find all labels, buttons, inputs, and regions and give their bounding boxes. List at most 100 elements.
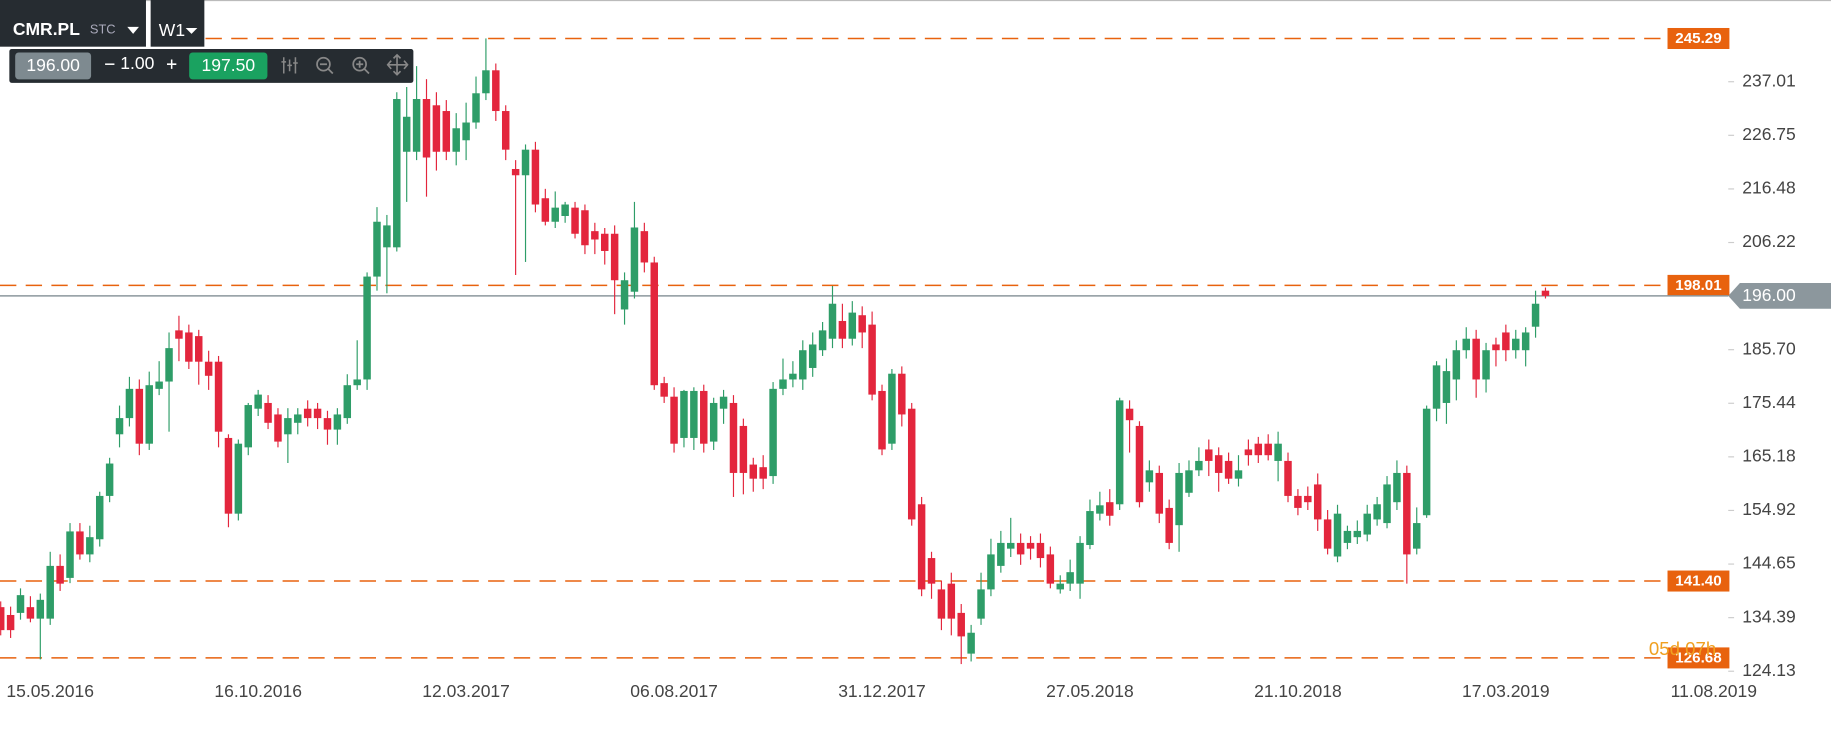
candle-body: [719, 396, 728, 409]
y-tick-label: 206.22: [1742, 231, 1796, 251]
candle-body: [828, 303, 837, 339]
candle-body: [1422, 408, 1431, 516]
candle-body: [452, 128, 460, 152]
symbol: CMR.PL: [13, 19, 80, 39]
candle-body: [878, 390, 886, 450]
candle-body: [1076, 542, 1084, 584]
candle-body: [1333, 513, 1342, 557]
chart-type-icon[interactable]: [281, 57, 298, 74]
level-label-box: [1667, 27, 1730, 49]
candle-body: [670, 396, 678, 444]
zoom-out-icon[interactable]: [316, 56, 331, 72]
candle-body: [1412, 523, 1421, 549]
candle-body: [561, 204, 569, 216]
candle-body: [709, 402, 718, 442]
candle-body: [393, 99, 401, 248]
candle-body: [165, 348, 173, 382]
candle-body: [1313, 484, 1322, 520]
x-tick-label: 27.05.2018: [1046, 681, 1134, 701]
candle-body: [640, 231, 649, 263]
level-label: 198.01: [1675, 277, 1721, 294]
candle-body: [195, 336, 203, 362]
candle-body: [591, 231, 599, 240]
candle-body: [125, 388, 134, 419]
candle-body: [1492, 344, 1500, 351]
candle-body: [294, 414, 302, 423]
level-label-box: [1667, 647, 1730, 669]
candle-body: [1373, 504, 1381, 520]
candle-body: [729, 402, 738, 473]
candle-body: [343, 385, 352, 419]
candle-body: [1541, 290, 1550, 296]
candle-body: [1115, 400, 1124, 505]
level-label: 126.68: [1675, 649, 1721, 666]
sell-button[interactable]: [15, 52, 92, 80]
candle-body: [1214, 455, 1223, 473]
candle-body: [937, 589, 946, 619]
candle-body: [155, 381, 163, 389]
candle-body: [1512, 338, 1520, 351]
timeframe: W1: [159, 20, 185, 40]
pan-icon[interactable]: [386, 53, 409, 76]
candle-body: [492, 70, 500, 112]
candle-body: [927, 558, 936, 584]
candle-body: [66, 531, 74, 578]
candle-body: [1224, 460, 1233, 479]
dropdown-icon: [185, 28, 198, 34]
candle-body: [1155, 472, 1164, 514]
candle-body: [680, 390, 688, 438]
candle-body: [16, 595, 25, 613]
candle-body: [1056, 583, 1064, 590]
candle-body: [244, 405, 252, 448]
y-tick-label: 165.18: [1742, 445, 1796, 465]
candle-body: [0, 607, 5, 631]
candle-body: [1016, 542, 1025, 555]
candle-body: [56, 565, 64, 584]
y-tick-label: 185.70: [1742, 338, 1796, 358]
candle-body: [779, 379, 787, 389]
candle-body: [541, 198, 550, 222]
x-tick-label: 17.03.2019: [1462, 681, 1550, 701]
level-label-box: [1667, 274, 1730, 296]
candle-body: [1165, 507, 1173, 543]
candle-body: [917, 504, 926, 590]
buy-button[interactable]: [189, 52, 268, 80]
candle-body: [462, 122, 470, 141]
candle-body: [373, 221, 381, 277]
x-tick-label: 11.08.2019: [1671, 681, 1757, 701]
plus-icon[interactable]: [166, 59, 177, 69]
current-price-label: 196.00: [1742, 285, 1796, 305]
y-tick-label: 134.39: [1742, 606, 1796, 626]
candle-body: [1304, 495, 1312, 503]
candle-body: [1254, 443, 1263, 456]
candle-body: [1502, 332, 1510, 351]
candle-body: [333, 414, 342, 430]
candle-body: [1462, 338, 1470, 351]
candle-body: [175, 330, 183, 339]
candle-body: [383, 225, 391, 248]
candle-body: [1135, 425, 1144, 503]
candle-body: [1452, 350, 1461, 380]
y-tick-label: 175.44: [1742, 392, 1796, 412]
candle-body: [76, 531, 84, 555]
candle-body: [838, 320, 847, 339]
candle-body: [610, 233, 619, 281]
candle-body: [1531, 303, 1540, 327]
candle-body: [630, 227, 639, 292]
candle-body: [571, 207, 579, 234]
ask-price: 197.50: [202, 55, 256, 75]
zoom-in-icon[interactable]: [352, 56, 367, 72]
candle-body: [402, 116, 411, 152]
candle-body: [848, 312, 857, 339]
candle-body: [1274, 443, 1282, 461]
candle-body: [264, 402, 272, 423]
x-tick-label: 12.03.2017: [422, 681, 510, 701]
symbol-selector[interactable]: [0, 0, 146, 47]
candle-body: [1234, 470, 1243, 479]
candle-body: [86, 537, 94, 555]
candle-body: [1472, 338, 1480, 380]
candle-body: [254, 394, 262, 409]
timeframe-selector[interactable]: [150, 0, 205, 47]
candle-body: [442, 111, 451, 152]
